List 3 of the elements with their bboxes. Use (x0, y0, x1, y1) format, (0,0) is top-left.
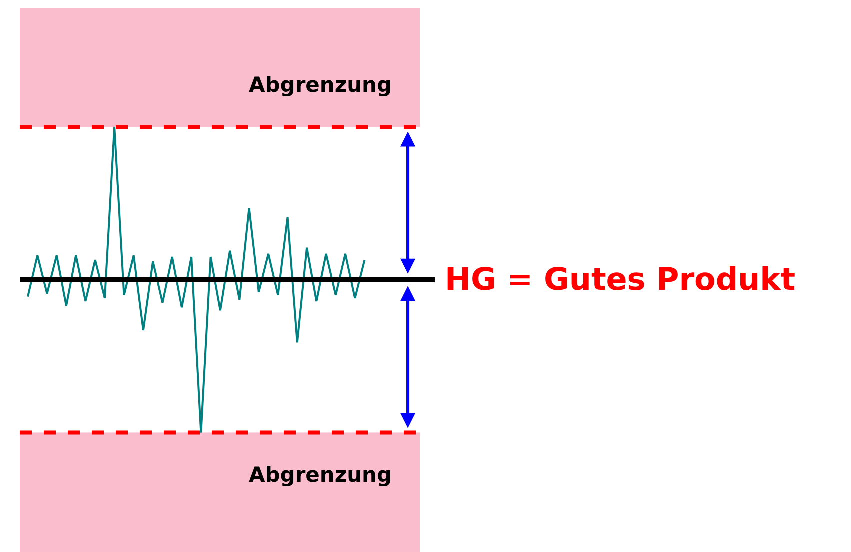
band-label: Abgrenzung (249, 73, 392, 97)
band-label: Abgrenzung (249, 463, 392, 487)
ref-line-label: HG = Gutes Produkt (445, 262, 796, 298)
